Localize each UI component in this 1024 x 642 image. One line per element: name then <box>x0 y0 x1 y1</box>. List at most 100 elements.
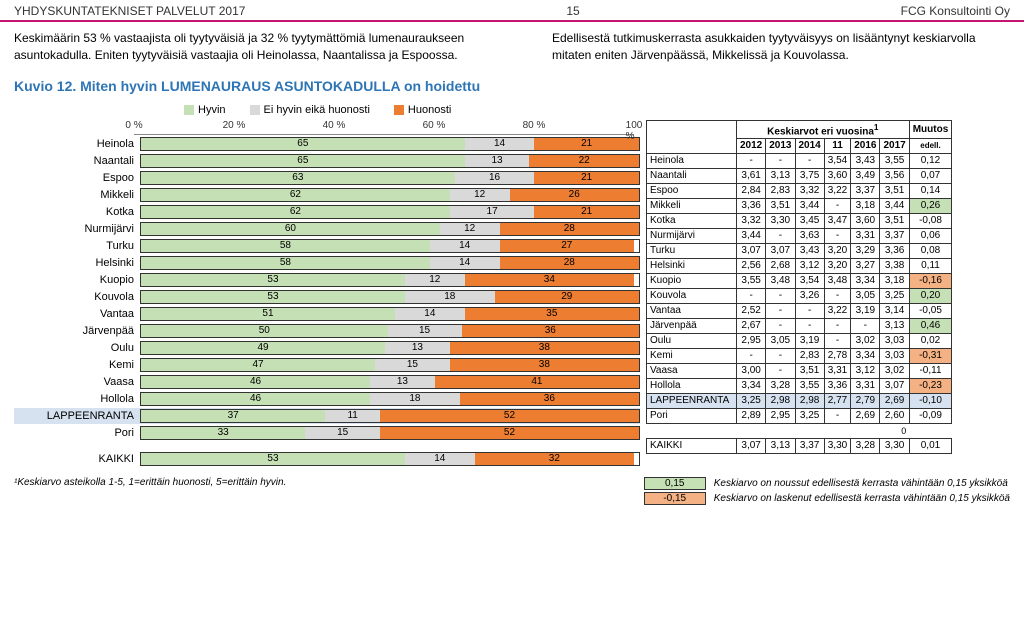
delta-cell: -0,10 <box>909 393 952 408</box>
stacked-bar: 371152 <box>140 409 640 423</box>
bar-segment: 36 <box>460 393 639 405</box>
bar-segment: 15 <box>375 359 450 371</box>
stacked-bar: 461836 <box>140 392 640 406</box>
legend-good: Hyvin <box>184 104 226 116</box>
bar-segment: 62 <box>141 189 450 201</box>
bar-segment: 60 <box>141 223 440 235</box>
row-label: Pori <box>14 427 140 439</box>
page-header: YHDYSKUNTATEKNISET PALVELUT 2017 15 FCG … <box>0 0 1024 22</box>
bar-segment: 32 <box>475 453 634 465</box>
row-label: Helsinki <box>14 257 140 269</box>
bar-segment: 58 <box>141 257 430 269</box>
table-row-name: Kuopio <box>647 273 737 288</box>
row-label: Vaasa <box>14 376 140 388</box>
bar-segment: 52 <box>380 427 639 439</box>
bar-segment: 37 <box>141 410 325 422</box>
averages-table: Keskiarvot eri vuosina1Muutos20122013201… <box>646 120 1010 454</box>
delta-cell: 0,06 <box>909 228 952 243</box>
bar-segment: 14 <box>430 257 500 269</box>
bar-segment: 49 <box>141 342 385 354</box>
bar-segment: 46 <box>141 376 370 388</box>
bar-segment: 51 <box>141 308 395 320</box>
bar-segment: 26 <box>510 189 639 201</box>
header-page-number: 15 <box>566 4 579 18</box>
table-row-name: Naantali <box>647 168 737 183</box>
stacked-bar: 581428 <box>140 256 640 270</box>
delta-cell: 0,08 <box>909 243 952 258</box>
delta-cell: 0,07 <box>909 168 952 183</box>
row-label: Järvenpää <box>14 325 140 337</box>
table-row-name: Heinola <box>647 153 737 168</box>
bar-segment: 33 <box>141 427 305 439</box>
bar-segment: 21 <box>534 206 639 218</box>
stacked-bar: 621721 <box>140 205 640 219</box>
bar-segment: 21 <box>534 138 639 150</box>
bar-segment: 62 <box>141 206 450 218</box>
stacked-bar: 531829 <box>140 290 640 304</box>
intro-text: Keskimäärin 53 % vastaajista oli tyytyvä… <box>14 30 1010 64</box>
table-row-name: Mikkeli <box>647 198 737 213</box>
axis-tick: 20 % <box>223 120 246 131</box>
bar-segment: 14 <box>465 138 535 150</box>
table-row-name: Nurmijärvi <box>647 228 737 243</box>
delta-cell: -0,11 <box>909 363 952 378</box>
bar-segment: 17 <box>450 206 535 218</box>
bar-segment: 14 <box>430 240 500 252</box>
bar-segment: 15 <box>305 427 380 439</box>
row-label: Kotka <box>14 206 140 218</box>
axis-tick: 100 % <box>626 120 643 142</box>
table-row-name: KAIKKI <box>647 438 737 453</box>
bar-segment: 28 <box>500 257 639 269</box>
row-label: Espoo <box>14 172 140 184</box>
bar-segment: 36 <box>462 325 640 337</box>
bar-segment: 12 <box>450 189 510 201</box>
table-row-name: Oulu <box>647 333 737 348</box>
row-label: Kemi <box>14 359 140 371</box>
bar-segment: 47 <box>141 359 375 371</box>
table-row-name: Helsinki <box>647 258 737 273</box>
delta-cell: -0,23 <box>909 378 952 393</box>
bar-segment: 38 <box>450 342 639 354</box>
bar-segment: 35 <box>465 308 639 320</box>
bar-segment: 14 <box>395 308 465 320</box>
bar-segment: 53 <box>141 453 405 465</box>
bar-segment: 34 <box>465 274 634 286</box>
table-row-name: Vaasa <box>647 363 737 378</box>
bar-segment: 46 <box>141 393 370 405</box>
row-label: Naantali <box>14 155 140 167</box>
table-row-name: Järvenpää <box>647 318 737 333</box>
row-label: Kouvola <box>14 291 140 303</box>
header-right: FCG Konsultointi Oy <box>901 4 1010 18</box>
bar-segment: 21 <box>534 172 639 184</box>
bar-segment: 15 <box>388 325 462 337</box>
bar-chart: 0 %20 %40 %60 %80 %100 % Heinola651421Na… <box>14 120 640 467</box>
bar-segment: 28 <box>500 223 639 235</box>
legend-down-box: -0,15 <box>644 492 706 505</box>
chart-title: Kuvio 12. Miten hyvin LUMENAURAUS ASUNTO… <box>14 78 1010 94</box>
row-label: Heinola <box>14 138 140 150</box>
delta-cell: 0,20 <box>909 288 952 303</box>
row-label: Nurmijärvi <box>14 223 140 235</box>
table-row-name: Vantaa <box>647 303 737 318</box>
header-left: YHDYSKUNTATEKNISET PALVELUT 2017 <box>14 4 245 18</box>
table-row-name: Espoo <box>647 183 737 198</box>
bar-segment: 53 <box>141 291 405 303</box>
axis-tick: 80 % <box>523 120 546 131</box>
bar-segment: 29 <box>495 291 639 303</box>
delta-cell: 0,46 <box>909 318 952 333</box>
bar-segment: 65 <box>141 138 465 150</box>
bar-segment: 65 <box>141 155 465 167</box>
legend-neutral: Ei hyvin eikä huonosti <box>250 104 370 116</box>
legend-bad: Huonosti <box>394 104 451 116</box>
row-label: Turku <box>14 240 140 252</box>
table-row-name: Kotka <box>647 213 737 228</box>
delta-cell: 0,01 <box>909 438 952 453</box>
stacked-bar: 471538 <box>140 358 640 372</box>
bar-segment: 13 <box>385 342 450 354</box>
bar-segment: 41 <box>435 376 639 388</box>
row-label: Hollola <box>14 393 140 405</box>
bar-segment: 27 <box>500 240 634 252</box>
stacked-bar: 511435 <box>140 307 640 321</box>
table-row-name: Hollola <box>647 378 737 393</box>
intro-right: Edellisestä tutkimuskerrasta asukkaiden … <box>552 30 1010 64</box>
